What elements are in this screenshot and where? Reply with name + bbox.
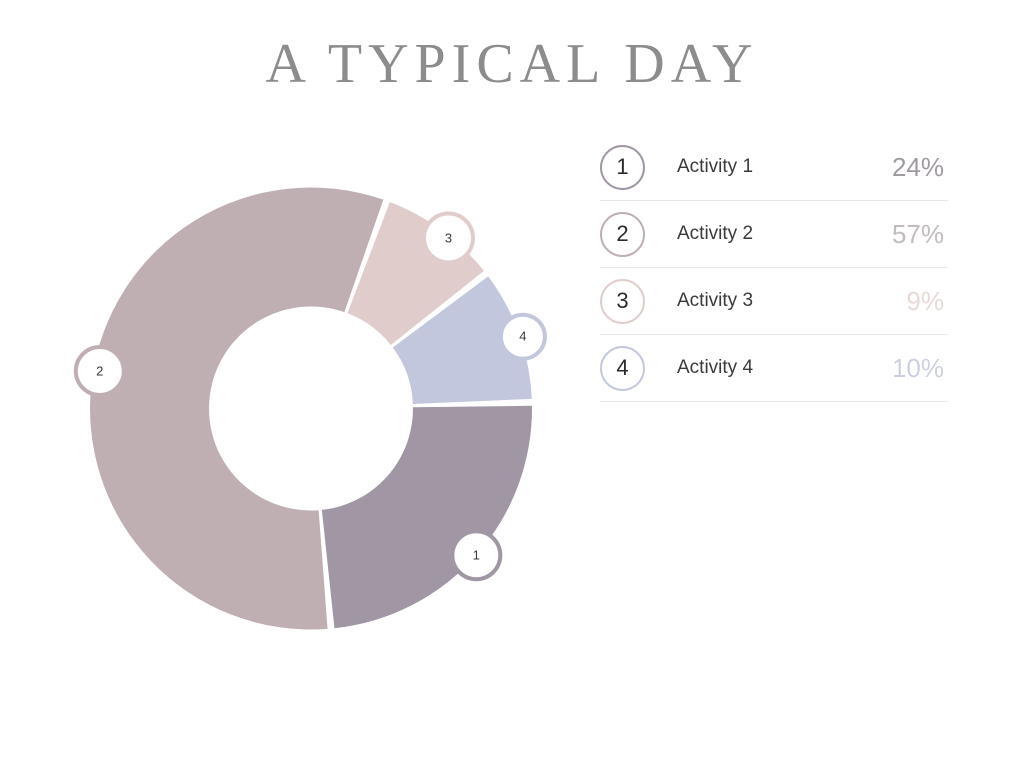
svg-text:2: 2 xyxy=(96,363,103,378)
svg-text:1: 1 xyxy=(473,547,480,562)
svg-text:4: 4 xyxy=(519,328,526,343)
svg-text:3: 3 xyxy=(445,230,452,245)
